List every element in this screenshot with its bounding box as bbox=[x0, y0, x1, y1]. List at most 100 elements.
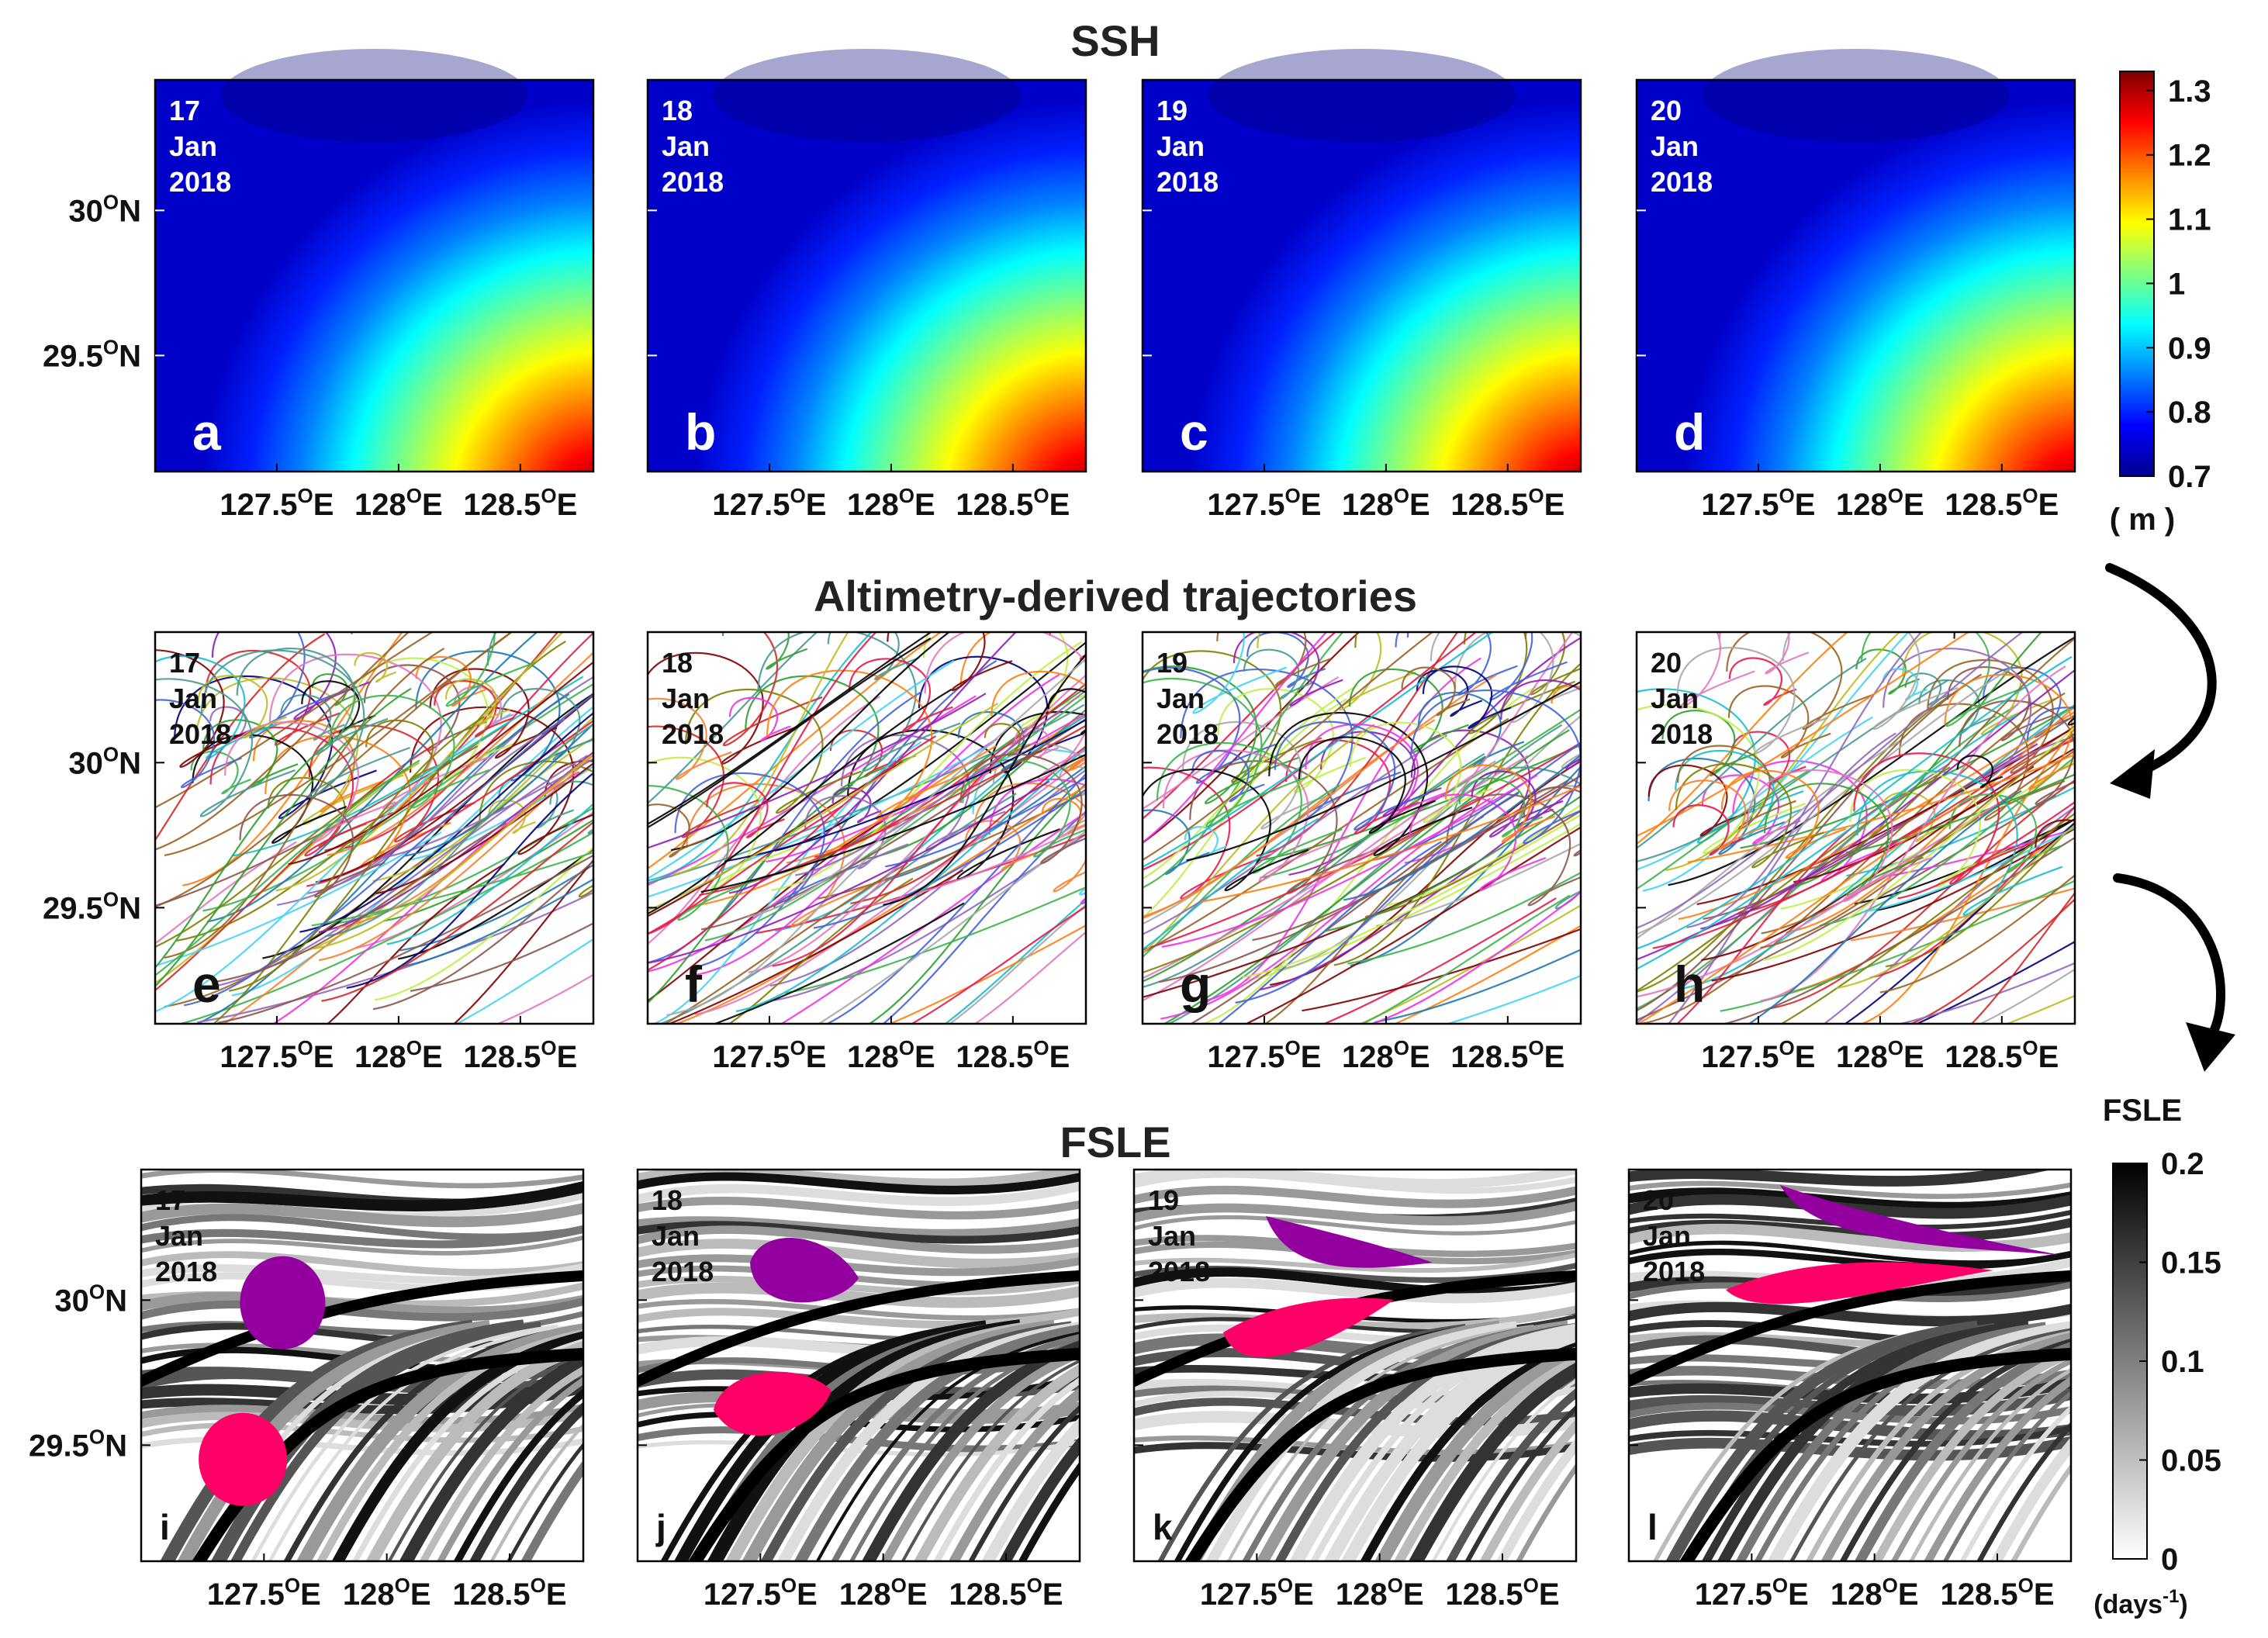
trajectory-line bbox=[863, 708, 1086, 861]
x-tick-suffix: E bbox=[1898, 1578, 1919, 1612]
x-tick-suffix: E bbox=[907, 1578, 928, 1612]
y-tick-label: 30ON bbox=[68, 190, 141, 228]
trajectory-line bbox=[817, 830, 1086, 1024]
trajectory-line bbox=[155, 699, 242, 789]
trajectory-line bbox=[1350, 765, 1581, 967]
row-title-ssh: SSH bbox=[1070, 16, 1160, 65]
trajectory-line bbox=[1458, 777, 1544, 838]
fsle-ridges bbox=[1629, 1170, 2071, 1561]
x-tick-base: 128.5 bbox=[949, 1578, 1026, 1612]
x-tick-label: 128.5OE bbox=[1945, 1036, 2059, 1074]
trajectory-line bbox=[691, 745, 997, 907]
fsle-ridge-upper bbox=[141, 1225, 583, 1249]
fsle-unit-close: ) bbox=[2179, 1590, 2187, 1619]
trajectory-line bbox=[829, 729, 897, 778]
trajectory-line bbox=[1869, 805, 2075, 979]
x-tick-label: 127.5OE bbox=[1695, 1574, 1809, 1612]
ssh-colorbar-tick-label: 1.2 bbox=[2168, 139, 2211, 173]
trajectory-line bbox=[155, 632, 434, 809]
patch-purple bbox=[1780, 1185, 2059, 1255]
x-tick-suffix: E bbox=[2034, 1578, 2055, 1612]
fsle-ridge-lower bbox=[793, 1324, 1080, 1561]
trajectory-line bbox=[746, 658, 1086, 918]
fsle-ridge-lower bbox=[437, 1377, 583, 1561]
fsle-ridge-upper bbox=[638, 1225, 1080, 1254]
trajectory-line bbox=[728, 696, 791, 742]
x-tick-base: 128 bbox=[847, 488, 899, 522]
fsle-ridge-lower bbox=[1990, 1436, 2071, 1561]
y-tick-base: 29.5 bbox=[29, 1429, 89, 1463]
panel-frame bbox=[1635, 78, 2076, 473]
trajectory-line bbox=[1787, 632, 2043, 890]
trajectory-line bbox=[184, 693, 593, 1007]
x-tick-degree: O bbox=[1523, 1574, 1539, 1597]
x-tick-degree: O bbox=[395, 1574, 410, 1597]
trajectory-line bbox=[202, 682, 593, 912]
fsle-ridge-lower bbox=[469, 1401, 583, 1561]
date-year: 2018 bbox=[1643, 1256, 1705, 1287]
fsle-colorbar: 0.2 0.15 0.1 0.05 0 bbox=[2112, 1147, 2221, 1577]
trajectory-line bbox=[944, 898, 1086, 1024]
trajectory-line bbox=[155, 745, 434, 992]
x-tick-suffix: E bbox=[557, 488, 578, 522]
trajectory-line bbox=[211, 632, 372, 721]
date-year: 2018 bbox=[1148, 1256, 1210, 1287]
fsle-ridge-lower bbox=[1820, 1332, 2071, 1561]
trajectory-line bbox=[1763, 725, 2075, 961]
panel-letter: i bbox=[160, 1507, 170, 1547]
trajectory-line bbox=[1143, 768, 1309, 892]
trajectory-line bbox=[155, 721, 358, 969]
ssh-colorbar-gradient bbox=[2119, 71, 2155, 477]
trajectory-line bbox=[224, 721, 396, 844]
x-tick-label: 128.5OE bbox=[463, 484, 577, 522]
trajectory-line bbox=[794, 689, 1086, 876]
trajectory-line bbox=[1760, 732, 2075, 949]
trajectory-line bbox=[194, 693, 570, 1024]
trajectory-line bbox=[315, 694, 593, 883]
trajectory-line bbox=[164, 632, 513, 856]
trajectory-line bbox=[1853, 752, 2041, 885]
fsle-ridge-lower bbox=[387, 1351, 583, 1561]
trajectory-line bbox=[155, 831, 442, 967]
trajectory-line bbox=[1369, 891, 1581, 1024]
x-tick-degree: O bbox=[406, 1036, 422, 1059]
x-tick-suffix: E bbox=[1795, 1040, 1816, 1074]
x-tick-label: 128.5OE bbox=[1450, 484, 1564, 522]
ssh-field bbox=[1143, 80, 1581, 472]
trajectory-line bbox=[1143, 676, 1340, 810]
fsle-ridge-lower bbox=[520, 1460, 583, 1561]
x-tick-label: 128.5OE bbox=[463, 1036, 577, 1074]
x-tick-label: 128.5OE bbox=[1945, 484, 2059, 522]
trajectory-line bbox=[1143, 784, 1340, 959]
fsle-ridge-upper bbox=[638, 1221, 1080, 1244]
trajectory-line bbox=[848, 658, 953, 733]
x-tick-degree: O bbox=[1033, 484, 1049, 507]
ssh-field bbox=[1637, 80, 2075, 472]
trajectory-line bbox=[1014, 726, 1060, 759]
fsle-ridge-lower bbox=[1976, 1422, 2071, 1561]
trajectory-line bbox=[1637, 673, 1983, 1012]
date-month: Jan bbox=[169, 130, 217, 162]
x-tick-degree: O bbox=[790, 1036, 806, 1059]
fsle-ridge-lower bbox=[1393, 1355, 1576, 1561]
trajectory-line bbox=[755, 833, 1086, 935]
fsle-ridge-lower bbox=[1516, 1463, 1576, 1561]
fsle-ridge-upper bbox=[141, 1235, 583, 1256]
fsle-ridge-lower bbox=[914, 1363, 1080, 1561]
y-tick-suffix: N bbox=[105, 1284, 127, 1318]
trajectory-line bbox=[1927, 658, 2075, 774]
x-tick-base: 128.5 bbox=[956, 488, 1033, 522]
date-year: 2018 bbox=[652, 1256, 714, 1287]
trajectory-line bbox=[405, 722, 593, 857]
trajectory-line bbox=[1143, 684, 1358, 880]
trajectory-line bbox=[1422, 665, 1512, 729]
panel-frame bbox=[140, 1168, 585, 1563]
trajectory-line bbox=[1668, 636, 2075, 886]
trajectory-line bbox=[1647, 764, 1750, 837]
trajectory-line bbox=[1324, 795, 1581, 932]
trajectory-line bbox=[1854, 817, 2075, 905]
trajectory-line bbox=[1191, 749, 1265, 803]
trajectory-line bbox=[1764, 783, 1924, 897]
